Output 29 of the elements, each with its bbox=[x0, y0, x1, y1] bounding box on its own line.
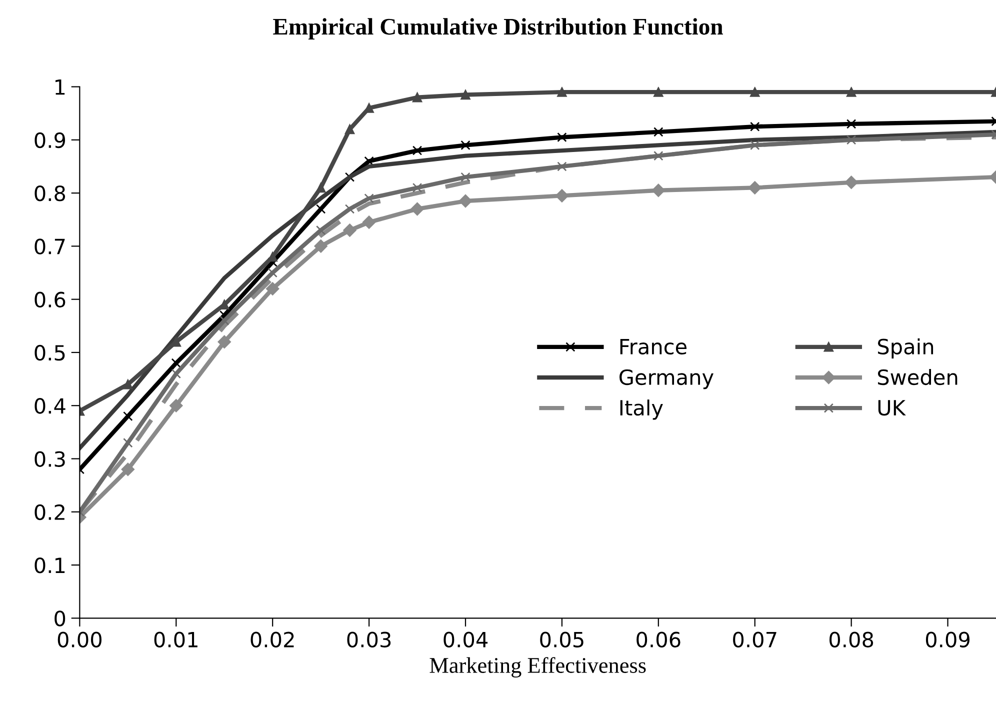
legend-label: UK bbox=[878, 400, 906, 416]
y-tick-label: 0.8 bbox=[34, 185, 66, 202]
y-tick-label: 0 bbox=[54, 610, 66, 626]
y-tick-label: 1 bbox=[56, 79, 65, 95]
x-tick-label: 0.05 bbox=[540, 632, 584, 648]
legend-label: Sweden bbox=[878, 368, 958, 386]
x-tick-label: 0.08 bbox=[830, 632, 874, 648]
legend-label: Germany bbox=[620, 369, 714, 390]
y-tick-label: 0.1 bbox=[34, 557, 65, 574]
x-tick-label: 0.00 bbox=[58, 632, 102, 648]
y-tick-label: 0.6 bbox=[34, 292, 66, 308]
y-tick-label: 0.4 bbox=[34, 398, 66, 414]
x-tick-label: 0.09 bbox=[926, 632, 970, 648]
x-tick-label: 0.01 bbox=[154, 632, 198, 648]
y-tick-label: 0.7 bbox=[34, 238, 65, 254]
x-tick-label: 0.02 bbox=[250, 632, 294, 648]
x-tick-label: 0.03 bbox=[347, 632, 391, 648]
x-tick-label: 0.07 bbox=[733, 632, 776, 648]
x-tick-label: 0.04 bbox=[444, 632, 488, 648]
legend-label: France bbox=[620, 339, 687, 354]
x-axis-title: Marketing Effectiveness bbox=[430, 657, 646, 678]
y-tick-label: 0.5 bbox=[34, 344, 65, 361]
y-tick-label: 0.2 bbox=[34, 504, 64, 520]
y-tick-label: 0.9 bbox=[34, 132, 66, 148]
x-tick-label: 0.06 bbox=[636, 632, 680, 648]
y-tick-label: 0.3 bbox=[34, 451, 65, 467]
legend-label: Italy bbox=[620, 400, 663, 420]
legend-label: Spain bbox=[878, 338, 934, 359]
chart-title: Empirical Cumulative Distribution Function bbox=[273, 18, 723, 40]
